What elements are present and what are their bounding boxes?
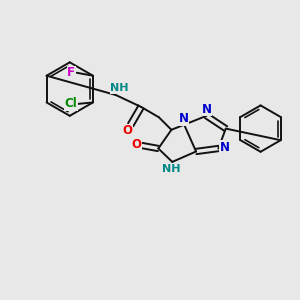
Text: Cl: Cl: [64, 98, 77, 110]
Text: NH: NH: [162, 164, 180, 174]
Text: N: N: [220, 140, 230, 154]
Text: O: O: [131, 138, 141, 151]
Text: O: O: [123, 124, 133, 137]
Text: N: N: [178, 112, 189, 125]
Text: F: F: [67, 66, 75, 79]
Text: NH: NH: [110, 83, 129, 94]
Text: N: N: [202, 103, 212, 116]
